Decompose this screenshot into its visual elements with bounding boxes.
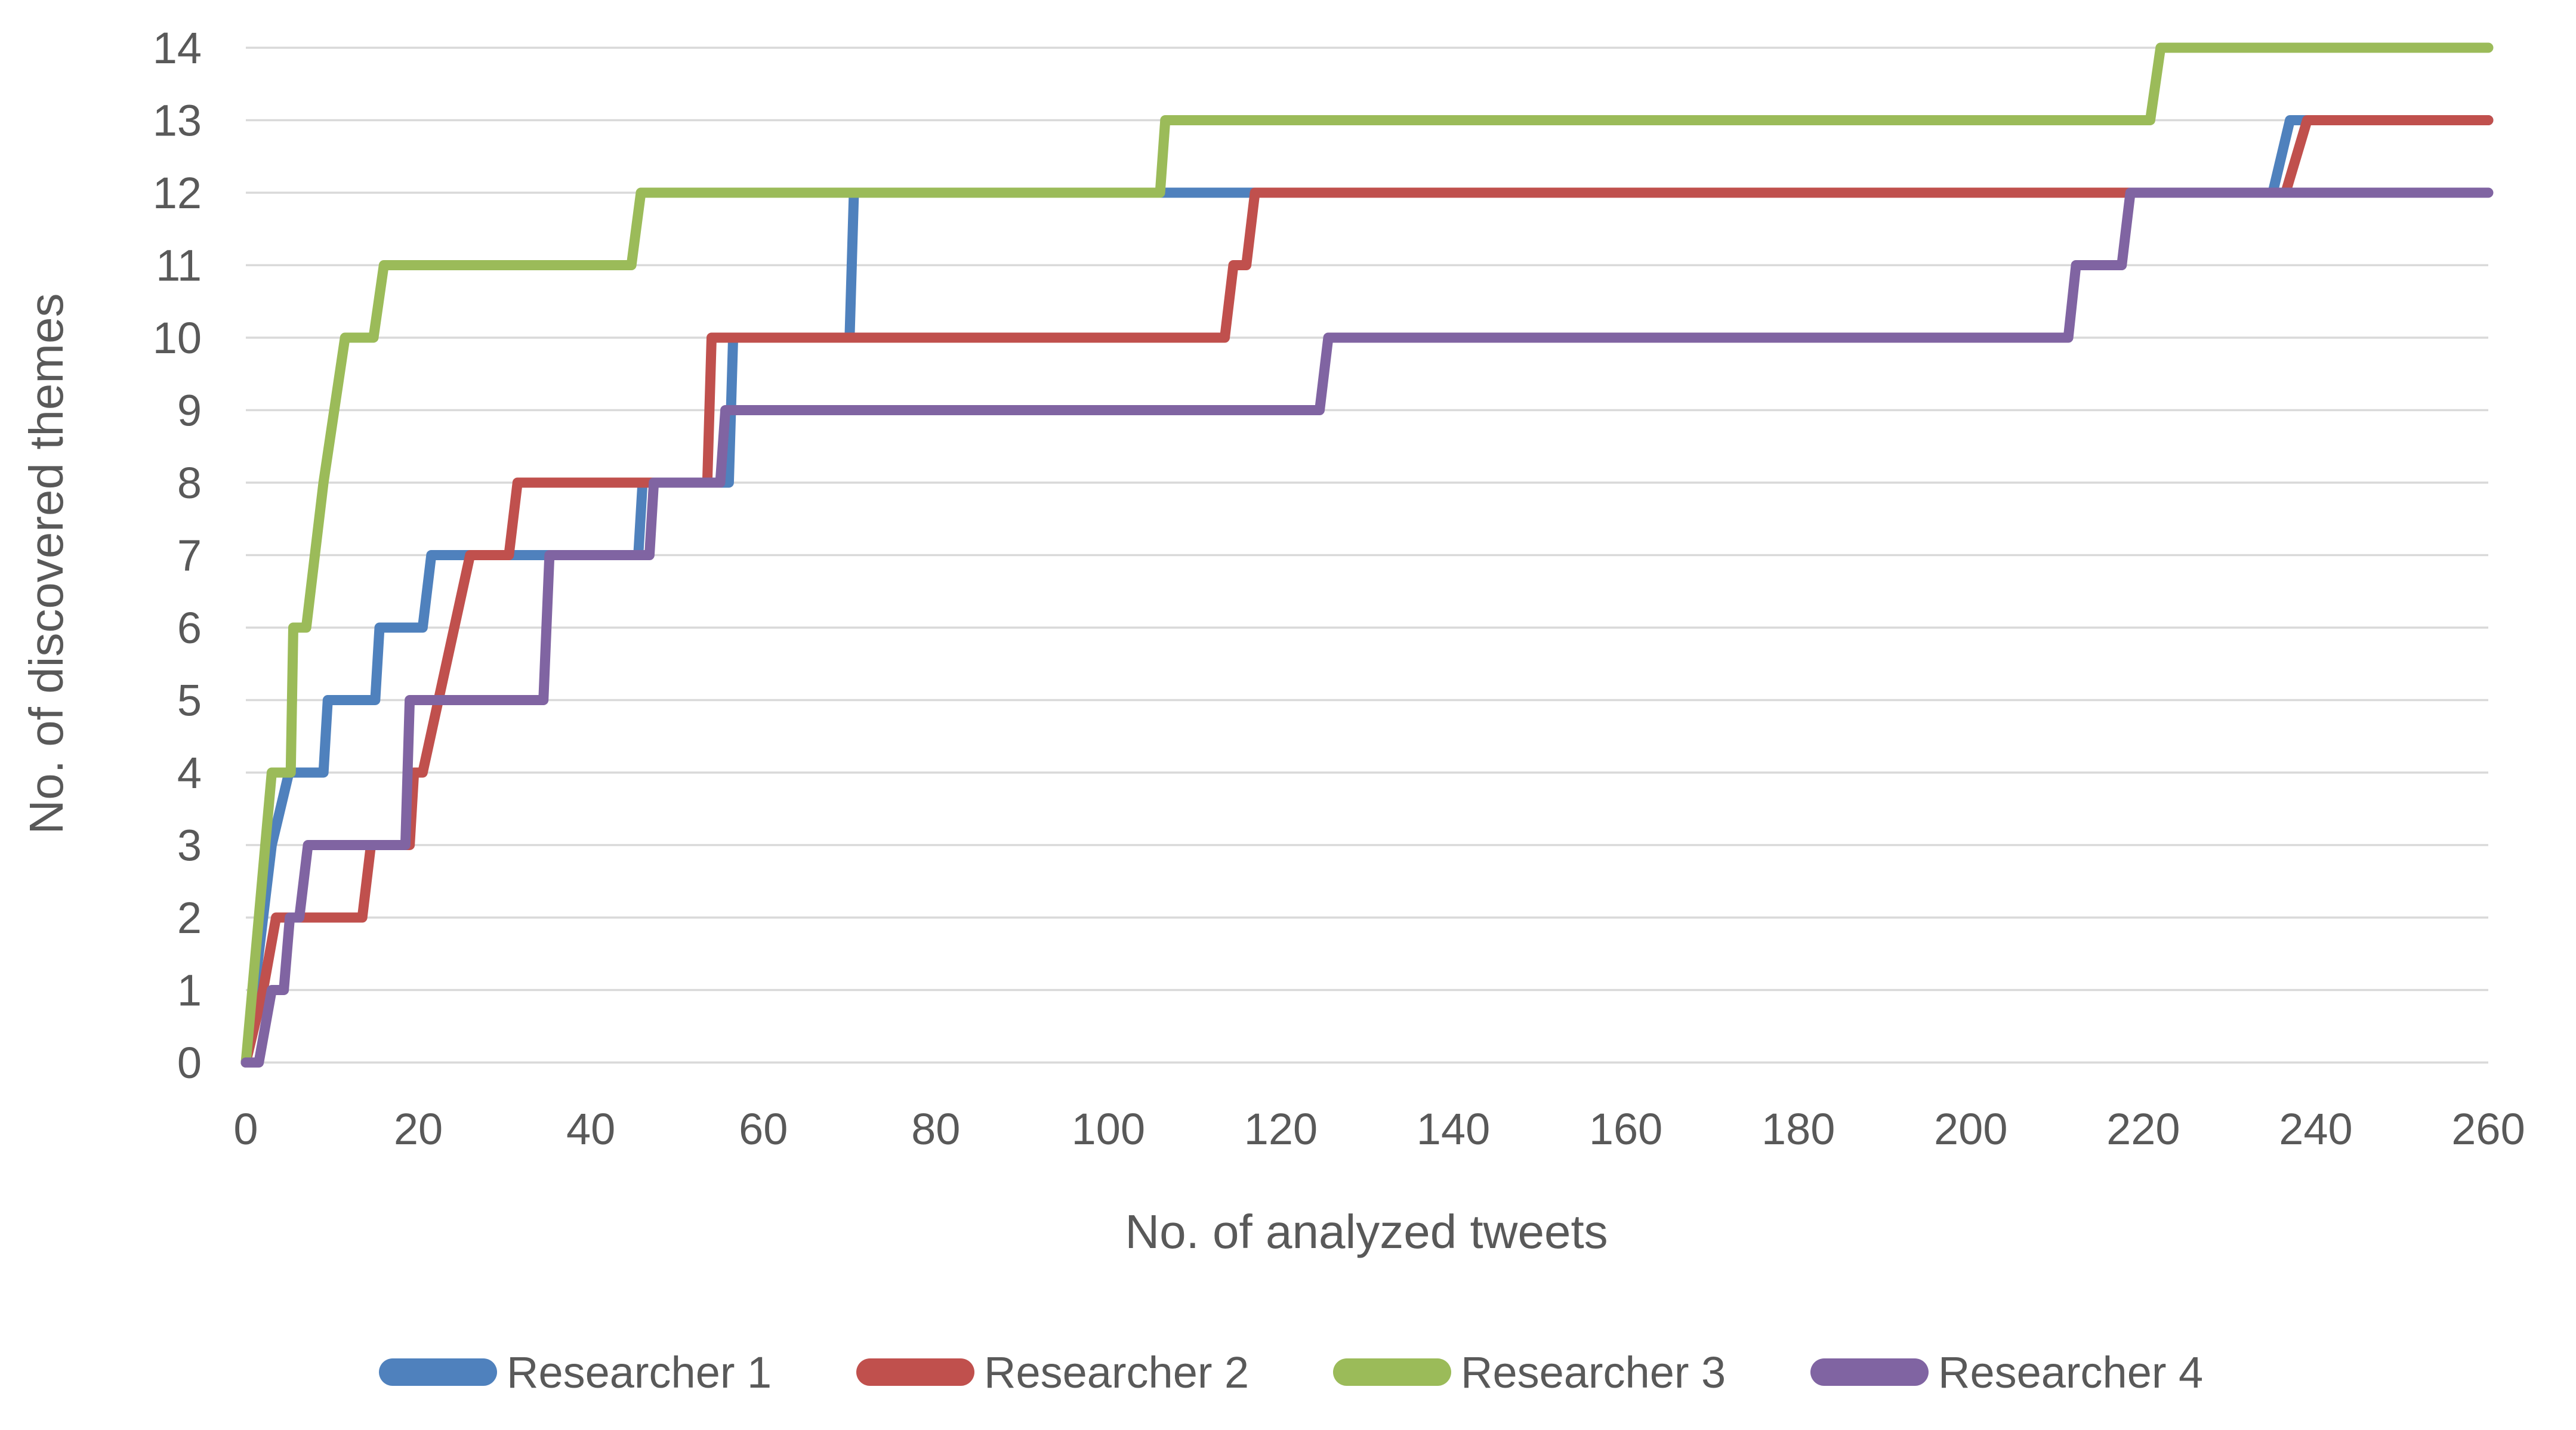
legend-label-researcher-1: Researcher 1 [507, 1348, 772, 1397]
y-tick-label-9: 9 [177, 386, 202, 436]
x-tick-label-0: 0 [233, 1104, 258, 1154]
x-tick-label-140: 140 [1417, 1104, 1490, 1154]
x-axis-title: No. of analyzed tweets [1125, 1205, 1608, 1258]
y-axis-title: No. of discovered themes [20, 293, 73, 834]
legend: Researcher 1 Researcher 2 Researcher 3 Rese… [379, 1348, 2203, 1397]
series-line-researcher-1 [240, 115, 2494, 1068]
x-tick-label-240: 240 [2279, 1104, 2352, 1154]
y-tick-label-1: 1 [177, 966, 202, 1015]
x-tick-label-120: 120 [1244, 1104, 1318, 1154]
x-tick-label-180: 180 [1761, 1104, 1835, 1154]
x-tick-label-220: 220 [2106, 1104, 2180, 1154]
series-lines [240, 42, 2494, 1068]
x-tick-label-60: 60 [739, 1104, 788, 1154]
y-tick-label-4: 4 [177, 748, 202, 798]
y-tick-label-6: 6 [177, 603, 202, 653]
legend-label-researcher-2: Researcher 2 [984, 1348, 1249, 1397]
x-tick-label-20: 20 [394, 1104, 443, 1154]
y-tick-label-2: 2 [177, 893, 202, 943]
y-tick-label-13: 13 [153, 96, 202, 146]
x-tick-label-200: 200 [1934, 1104, 2007, 1154]
y-tick-label-10: 10 [153, 313, 202, 363]
x-tick-label-80: 80 [911, 1104, 960, 1154]
y-tick-label-0: 0 [177, 1038, 202, 1088]
legend-label-researcher-4: Researcher 4 [1938, 1348, 2203, 1397]
x-tick-label-260: 260 [2451, 1104, 2525, 1154]
y-tick-label-8: 8 [177, 458, 202, 508]
series-line-researcher-3 [240, 42, 2494, 1068]
x-tick-label-100: 100 [1072, 1104, 1145, 1154]
y-tick-label-12: 12 [153, 168, 202, 218]
y-tick-label-14: 14 [153, 23, 202, 73]
y-tick-label-5: 5 [177, 676, 202, 725]
series-line-researcher-4 [240, 187, 2494, 1068]
legend-label-researcher-3: Researcher 3 [1461, 1348, 1726, 1397]
x-tick-label-160: 160 [1589, 1104, 1662, 1154]
x-tick-label-40: 40 [566, 1104, 615, 1154]
y-tick-label-11: 11 [156, 241, 202, 291]
y-tick-label-3: 3 [177, 821, 202, 870]
series-line-researcher-2 [240, 115, 2494, 1068]
x-axis-tick-labels: 0 20 40 60 80 100 120 140 160 180 200 220 240 260 [233, 1104, 2525, 1154]
y-tick-label-7: 7 [177, 531, 202, 580]
